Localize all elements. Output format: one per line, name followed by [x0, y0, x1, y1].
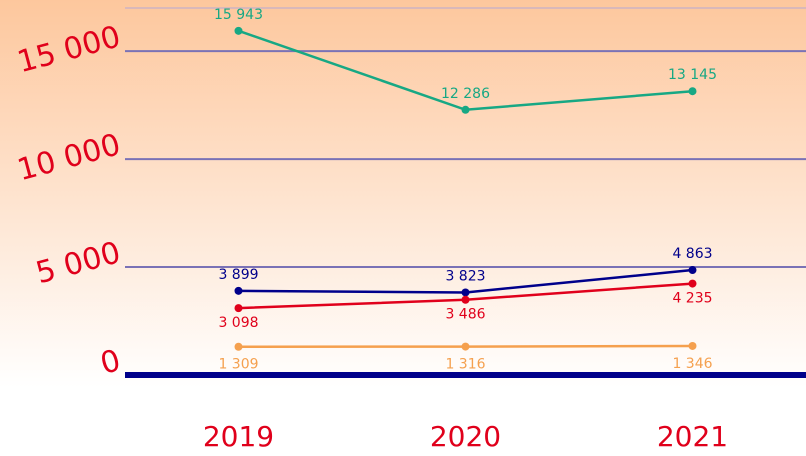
- data-point: [688, 341, 697, 350]
- data-point: [461, 342, 470, 351]
- data-point: [461, 288, 470, 297]
- data-label: 1 309: [218, 357, 258, 373]
- data-label: 13 145: [668, 67, 717, 83]
- data-label: 3 486: [445, 307, 485, 323]
- x-tick-label: 2021: [657, 420, 728, 453]
- data-point: [688, 266, 697, 275]
- data-point: [461, 105, 470, 114]
- data-label: 1 346: [672, 356, 712, 372]
- data-label: 4 863: [672, 246, 712, 262]
- data-label: 3 823: [445, 268, 485, 284]
- data-point: [688, 279, 697, 288]
- data-point: [234, 304, 243, 313]
- data-point: [234, 342, 243, 351]
- data-label: 1 316: [445, 357, 485, 373]
- data-label: 3 899: [218, 267, 258, 283]
- data-label: 4 235: [672, 291, 712, 307]
- data-label: 15 943: [214, 7, 263, 23]
- data-point: [234, 26, 243, 35]
- data-point: [234, 286, 243, 295]
- data-label: 3 098: [218, 315, 258, 331]
- x-tick-label: 2019: [203, 420, 274, 453]
- data-point: [461, 295, 470, 304]
- x-tick-label: 2020: [430, 420, 501, 453]
- data-point: [688, 87, 697, 96]
- data-label: 12 286: [441, 86, 490, 102]
